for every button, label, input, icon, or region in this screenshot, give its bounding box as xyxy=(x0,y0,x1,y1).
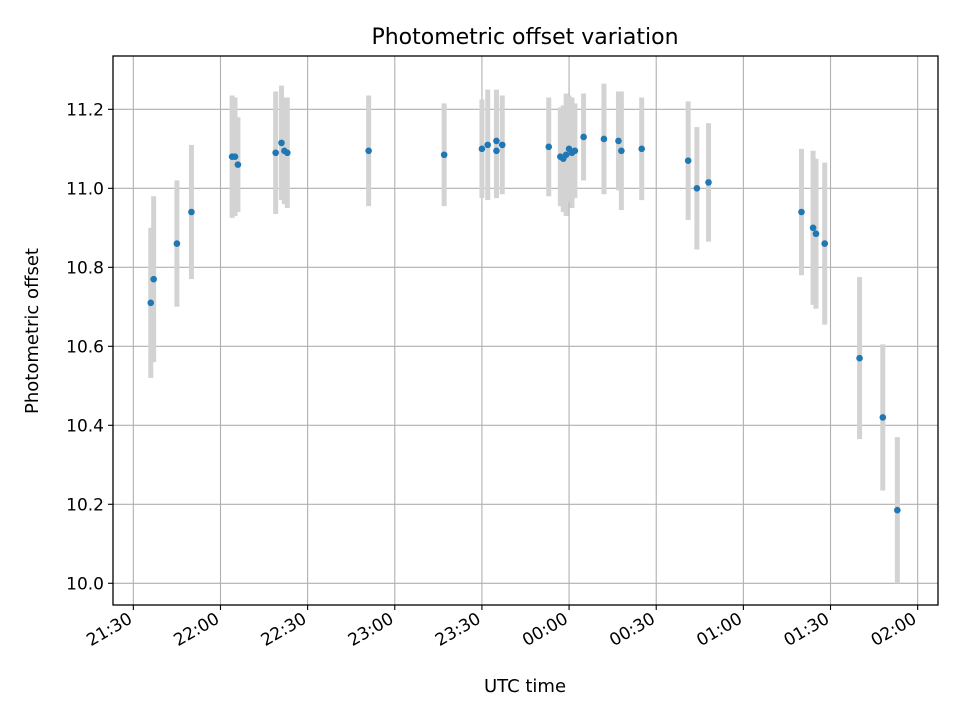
y-tick-label: 10.2 xyxy=(66,495,104,515)
data-point xyxy=(894,506,901,514)
data-point xyxy=(571,147,579,155)
data-point xyxy=(615,137,622,145)
data-point xyxy=(809,224,817,232)
data-point xyxy=(272,149,279,157)
data-point xyxy=(693,185,701,192)
data-point xyxy=(684,157,692,164)
x-axis-label: UTC time xyxy=(484,676,566,697)
y-tick-label: 10.4 xyxy=(66,416,104,436)
data-point xyxy=(856,354,863,362)
data-point xyxy=(812,230,820,238)
data-point xyxy=(821,240,829,247)
data-point xyxy=(618,147,625,155)
data-point xyxy=(493,137,500,145)
data-point xyxy=(283,149,291,157)
data-point xyxy=(562,151,570,159)
data-point xyxy=(600,135,608,143)
y-tick-label: 10.6 xyxy=(66,337,104,357)
chart-title: Photometric offset variation xyxy=(371,25,678,50)
data-point xyxy=(705,179,712,186)
data-point xyxy=(173,240,181,247)
y-tick-label: 11.2 xyxy=(66,100,104,120)
data-point xyxy=(188,208,195,216)
plot-frame xyxy=(112,55,939,606)
y-axis-label: Photometric offset xyxy=(22,248,43,414)
grid-lines xyxy=(113,56,938,605)
data-point xyxy=(879,414,887,421)
data-point xyxy=(440,151,448,159)
data-point xyxy=(278,139,285,147)
data-point xyxy=(150,275,157,283)
data-point xyxy=(580,133,587,141)
data-point xyxy=(638,145,645,153)
data-point xyxy=(545,143,553,151)
y-tick-label: 10.8 xyxy=(66,258,104,278)
y-tick-label: 11.0 xyxy=(66,179,104,199)
y-tick-label: 10.0 xyxy=(66,574,104,594)
data-point xyxy=(493,147,500,155)
data-point xyxy=(798,208,805,216)
data-point xyxy=(147,299,155,307)
data-points xyxy=(147,133,901,514)
data-point xyxy=(231,153,239,161)
data-point xyxy=(478,145,486,153)
data-point xyxy=(365,147,372,155)
data-point xyxy=(498,141,506,149)
data-point xyxy=(234,161,242,168)
data-point xyxy=(484,141,492,149)
